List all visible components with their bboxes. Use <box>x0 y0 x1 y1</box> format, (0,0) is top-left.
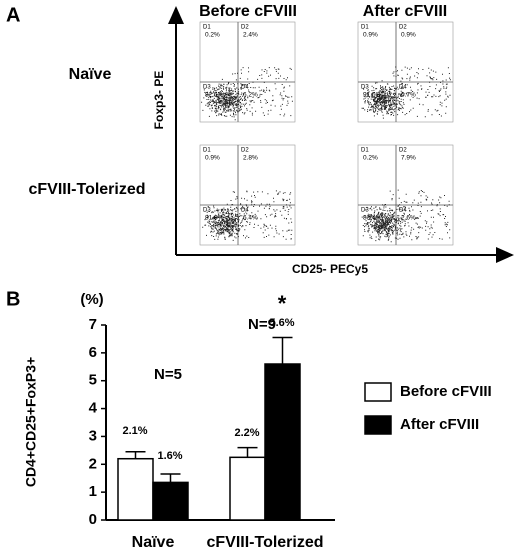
bar-chart: 0 1 2 3 4 5 6 7 Naïve cFVIII-Tolerized 2.1% 1.6% 2.2… <box>89 291 492 551</box>
quadrant-percent: 7.9% <box>401 155 416 162</box>
plot-frame <box>357 21 454 123</box>
bar <box>152 481 189 521</box>
annotation: N=9 <box>248 316 276 333</box>
quadrant-name: D2 <box>399 148 407 154</box>
event-dots <box>201 67 293 121</box>
y-tick-label: 0 <box>89 511 97 528</box>
quadrant-percent: 82.6% <box>205 92 224 99</box>
plot-frame <box>199 144 296 246</box>
y-tick-label: 3 <box>89 427 97 444</box>
x-tick-label: cFVIII-Tolerized <box>206 534 323 551</box>
y-axis-label: CD4+CD25+FoxP3+ <box>23 357 39 487</box>
annotation: * <box>278 291 287 316</box>
quadrant-name: D2 <box>399 25 407 31</box>
event-dots <box>202 190 293 241</box>
annotation: 1.6% <box>157 450 182 462</box>
legend-swatch <box>364 415 392 435</box>
quadrant-percent: 2.4% <box>243 32 258 39</box>
x-tick-label: Naïve <box>132 534 175 551</box>
quadrant-percent: 2.6% <box>401 215 416 222</box>
quadrant-name: D1 <box>203 25 211 31</box>
unit-label: (%) <box>80 291 103 308</box>
annotation: N=5 <box>154 366 182 383</box>
y-tick-label: 7 <box>89 316 97 333</box>
quadrant-percent: 0.9% <box>401 32 416 39</box>
quadrant-percent: 83.4% <box>363 215 382 222</box>
quadrant-name: D4 <box>399 85 407 91</box>
plot-frame <box>199 21 296 123</box>
panel-label: A <box>6 4 20 26</box>
bar <box>117 457 154 521</box>
column-title: After cFVIII <box>363 3 447 20</box>
quadrant-name: D2 <box>241 148 249 154</box>
quadrant-name: D1 <box>361 25 369 31</box>
event-dots <box>361 66 451 119</box>
quadrant-percent: 0.2% <box>205 32 220 39</box>
quadrant-percent: 91.6% <box>363 92 382 99</box>
plot-frame <box>357 144 454 246</box>
y-axis-label: Foxp3- PE <box>152 71 166 130</box>
quadrant-percent: 6.7% <box>401 92 416 99</box>
y-tick-label: 1 <box>89 483 97 500</box>
y-tick-label: 5 <box>89 372 97 389</box>
bar <box>264 363 301 521</box>
annotation: 5.6% <box>269 317 294 329</box>
legend-swatch <box>364 382 392 402</box>
x-axis-label: CD25- PECy5 <box>292 262 368 276</box>
event-dots <box>361 189 451 243</box>
quadrant-percent: 81.8% <box>205 215 224 222</box>
quadrant-name: D1 <box>203 148 211 154</box>
quadrant-name: D4 <box>241 208 249 214</box>
annotation: 2.2% <box>234 427 259 439</box>
column-title: Before cFVIII <box>199 3 297 20</box>
legend-label: Before cFVIII <box>400 383 492 400</box>
quadrant-percent: 0.2% <box>363 155 378 162</box>
flow-plots: D10.2%D22.4%D382.6%D46.2%D10.9%D20.9%D39… <box>199 21 454 246</box>
y-tick-label: 4 <box>89 400 98 417</box>
quadrant-name: D3 <box>361 85 369 91</box>
row-title: cFVIII-Tolerized <box>28 181 145 198</box>
quadrant-percent: 6.4% <box>243 215 258 222</box>
quadrant-name: D4 <box>399 208 407 214</box>
quadrant-percent: 6.2% <box>243 92 258 99</box>
y-tick-label: 2 <box>89 455 97 472</box>
quadrant-percent: 0.9% <box>363 32 378 39</box>
y-tick-label: 6 <box>89 344 97 361</box>
quadrant-name: D3 <box>361 208 369 214</box>
panel-label: B <box>6 288 20 310</box>
quadrant-name: D3 <box>203 85 211 91</box>
quadrant-name: D3 <box>203 208 211 214</box>
quadrant-percent: 0.9% <box>205 155 220 162</box>
row-title: Naïve <box>69 66 112 83</box>
quadrant-name: D1 <box>361 148 369 154</box>
quadrant-percent: 2.8% <box>243 155 258 162</box>
legend-label: After cFVIII <box>400 416 479 433</box>
bar <box>229 456 266 521</box>
quadrant-name: D2 <box>241 25 249 31</box>
annotation: 2.1% <box>122 425 147 437</box>
quadrant-name: D4 <box>241 85 249 91</box>
